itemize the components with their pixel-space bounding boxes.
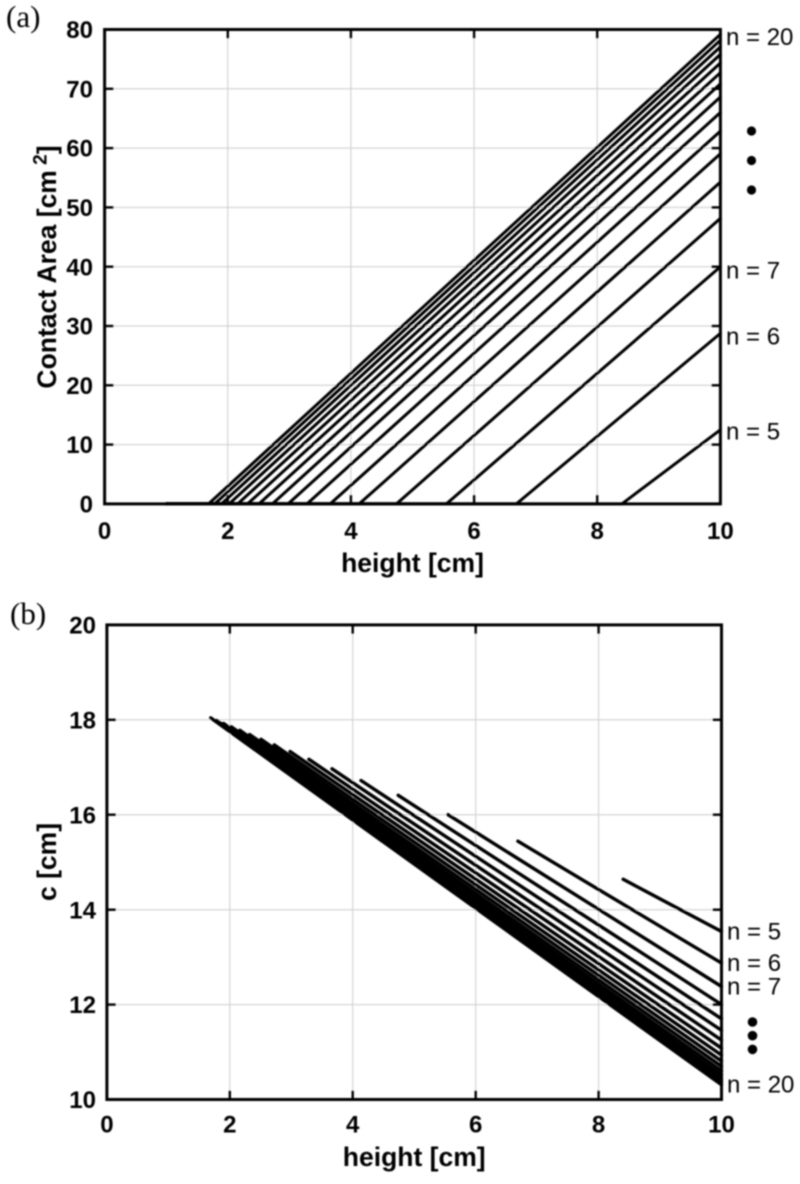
- svg-text:n = 6: n = 6: [726, 324, 780, 351]
- svg-text:6: 6: [467, 518, 480, 545]
- svg-text:10: 10: [708, 1112, 735, 1139]
- svg-text:n = 6: n = 6: [727, 950, 781, 977]
- svg-text:10: 10: [707, 518, 734, 545]
- svg-text:18: 18: [69, 707, 96, 734]
- svg-text:10: 10: [69, 1087, 96, 1114]
- svg-text:height [cm]: height [cm]: [343, 1142, 486, 1172]
- svg-text:n = 5: n = 5: [726, 419, 780, 446]
- svg-text:height [cm]: height [cm]: [341, 548, 484, 578]
- svg-text:80: 80: [66, 17, 93, 44]
- svg-text:12: 12: [69, 992, 96, 1019]
- svg-text:40: 40: [66, 254, 93, 281]
- svg-text:16: 16: [69, 802, 96, 829]
- svg-text:0: 0: [80, 492, 93, 519]
- svg-text:2: 2: [223, 1112, 236, 1139]
- svg-text:c [cm]: c [cm]: [32, 823, 62, 901]
- svg-text:30: 30: [66, 314, 93, 341]
- svg-text:(a): (a): [6, 0, 40, 34]
- svg-text:n = 20: n = 20: [726, 24, 793, 51]
- svg-text:4: 4: [346, 1112, 360, 1139]
- svg-text:20: 20: [69, 613, 96, 640]
- svg-text:0: 0: [100, 1112, 113, 1139]
- svg-text:n = 7: n = 7: [726, 258, 780, 285]
- svg-text:14: 14: [69, 897, 96, 924]
- svg-text:n = 7: n = 7: [727, 974, 781, 1001]
- svg-text:60: 60: [66, 136, 93, 163]
- svg-text:70: 70: [66, 76, 93, 103]
- svg-text:8: 8: [592, 1112, 605, 1139]
- svg-text:20: 20: [66, 373, 93, 400]
- svg-text:2: 2: [221, 518, 234, 545]
- svg-text:n = 20: n = 20: [727, 1072, 794, 1099]
- svg-text:10: 10: [66, 432, 93, 459]
- svg-text:0: 0: [98, 518, 111, 545]
- svg-text:4: 4: [344, 518, 358, 545]
- svg-text:(b): (b): [10, 596, 46, 631]
- svg-text:8: 8: [591, 518, 604, 545]
- svg-text:6: 6: [469, 1112, 482, 1139]
- svg-text:Contact Area [cm 2]: Contact Area [cm 2]: [31, 145, 63, 388]
- svg-text:n = 5: n = 5: [727, 919, 781, 946]
- svg-text:50: 50: [66, 195, 93, 222]
